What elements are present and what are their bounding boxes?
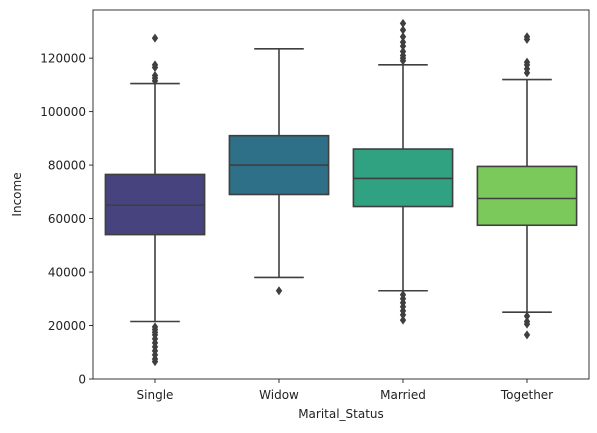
- y-tick-label: 20000: [48, 319, 86, 333]
- plot-frame: [92, 9, 590, 380]
- box-widow: [228, 47, 330, 296]
- outlier-point: [275, 286, 283, 296]
- x-axis-label: Marital_Status: [298, 407, 384, 421]
- box-together: [476, 32, 578, 340]
- outlier-point: [399, 18, 407, 28]
- y-axis-label: Income: [10, 172, 24, 216]
- outlier-point: [151, 76, 159, 86]
- y-tick-label: 80000: [48, 158, 86, 172]
- outlier-point: [523, 34, 531, 44]
- outlier-point: [523, 319, 531, 329]
- y-tick-label: 100000: [40, 105, 86, 119]
- x-axis-ticks: Single Widow Married Together: [137, 379, 553, 402]
- x-tick-label: Single: [137, 388, 174, 402]
- outlier-point: [399, 315, 407, 325]
- box-married: [352, 18, 454, 325]
- plot-area: [92, 9, 590, 380]
- box-iqr: [476, 165, 578, 227]
- y-tick-label: 0: [78, 372, 86, 386]
- y-tick-label: 120000: [40, 51, 86, 65]
- outlier-point: [399, 32, 407, 42]
- outlier-point: [151, 33, 159, 43]
- box-single: [104, 33, 206, 367]
- outlier-point: [399, 56, 407, 66]
- y-tick-label: 40000: [48, 265, 86, 279]
- outlier-point: [399, 310, 407, 320]
- y-axis-ticks: 0 20000 40000 60000 80000 100000 120000: [40, 51, 93, 386]
- y-tick-label: 60000: [48, 212, 86, 226]
- outlier-point: [151, 62, 159, 72]
- outlier-point: [151, 357, 159, 367]
- outlier-point: [399, 41, 407, 51]
- x-tick-label: Married: [380, 388, 426, 402]
- outlier-point: [523, 330, 531, 340]
- x-tick-label: Widow: [259, 388, 299, 402]
- outlier-point: [523, 311, 531, 321]
- outlier-point: [399, 25, 407, 35]
- x-tick-label: Together: [500, 388, 553, 402]
- outlier-point: [523, 68, 531, 78]
